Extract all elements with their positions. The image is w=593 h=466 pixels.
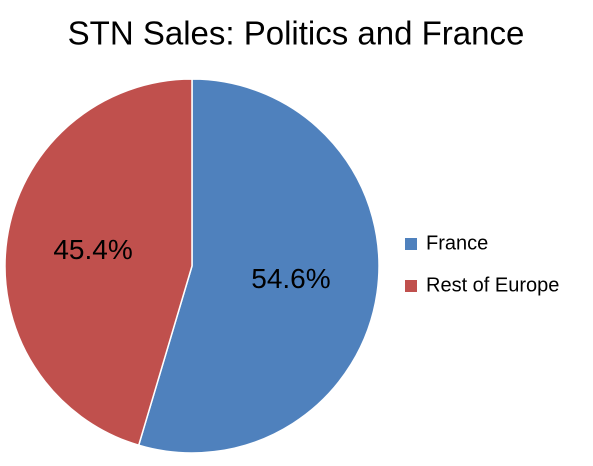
legend-label: Rest of Europe <box>426 274 559 296</box>
data-label: 54.6% <box>251 263 330 294</box>
chart-title: STN Sales: Politics and France <box>68 15 525 52</box>
legend-swatch <box>405 238 417 250</box>
data-label: 45.4% <box>53 234 132 265</box>
pie-slice <box>137 78 380 454</box>
pie-slice <box>4 78 193 447</box>
legend-label: France <box>426 232 488 254</box>
legend-swatch <box>405 280 417 292</box>
